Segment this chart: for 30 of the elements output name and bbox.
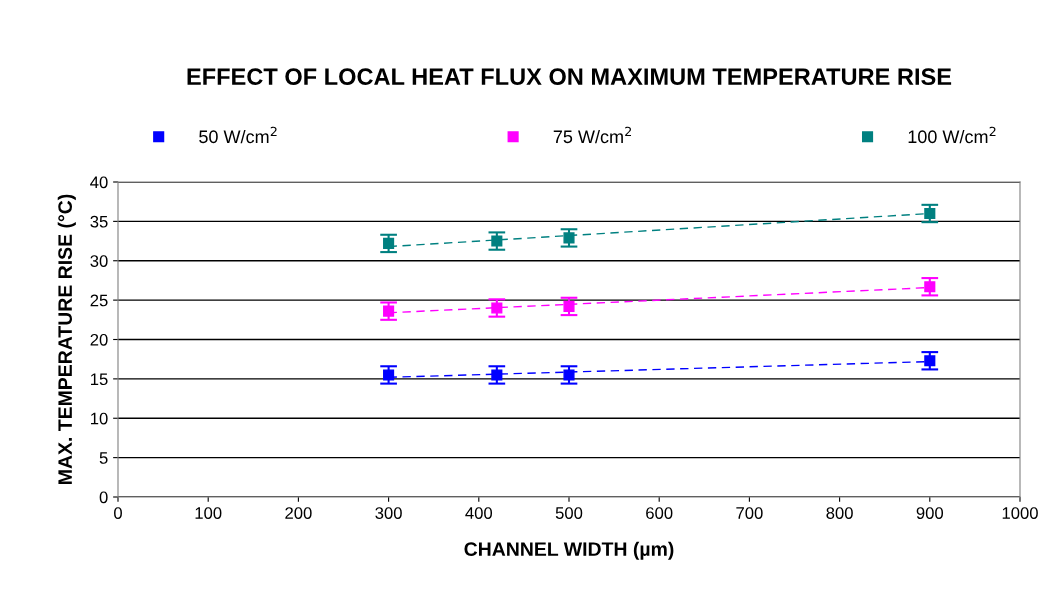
y-axis-title: MAX. TEMPERATURE RISE (°C) [57, 194, 76, 484]
x-tick-label: 400 [465, 507, 493, 519]
point [563, 300, 575, 312]
x-tick-label: 600 [646, 507, 673, 519]
x-tick-label: 100 [195, 507, 222, 519]
point [383, 237, 395, 249]
y-tick-label: 5 [99, 452, 108, 464]
y-tick-label: 25 [90, 294, 108, 307]
point [383, 305, 395, 317]
x-tick-label: 500 [555, 507, 583, 519]
y-tick-label: 35 [90, 215, 108, 228]
x-axis-title: CHANNEL WIDTH (µm) [464, 541, 674, 560]
x-tick-label: 1000 [1002, 507, 1038, 519]
x-tick-label: 800 [826, 507, 853, 519]
chart-title: EFFECT OF LOCAL HEAT FLUX ON MAXIMUM TEMPERATURE RISE [187, 68, 952, 86]
x-tick-label: 300 [375, 507, 402, 519]
legend-label: 50 W/cm$^{2}$ [199, 126, 277, 144]
y-tick-label: 20 [90, 333, 108, 346]
x-tick-label: 200 [285, 507, 312, 519]
y-tick-label: 30 [90, 255, 108, 267]
point [383, 369, 395, 381]
y-tick-label: 40 [90, 176, 108, 189]
x-tick-label: 0 [114, 507, 122, 519]
y-tick-label: 0 [99, 491, 108, 504]
y-tick-label: 15 [91, 373, 108, 386]
x-tick-label: 900 [916, 507, 944, 519]
legend-label: 75 W/cm$^{2}$ [553, 126, 632, 144]
legend-label: 100 W/cm$^{2}$ [908, 126, 996, 144]
y-tick-label: 10 [91, 412, 108, 425]
x-tick-label: 700 [736, 507, 763, 519]
